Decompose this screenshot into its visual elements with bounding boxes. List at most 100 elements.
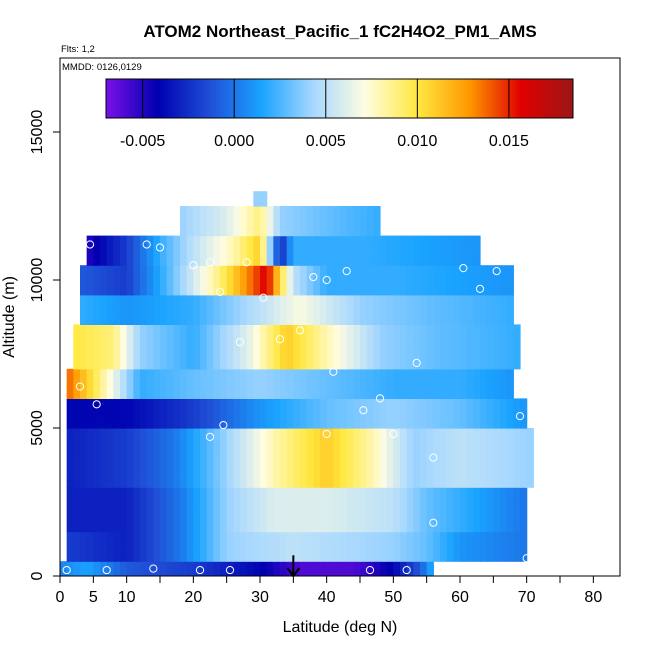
- heatmap-cell: [186, 250, 194, 259]
- heatmap-cell: [460, 398, 468, 407]
- heatmap-cell: [386, 302, 394, 311]
- heatmap-cell: [366, 539, 374, 547]
- heatmap-cell: [246, 250, 254, 259]
- observation-point: [205, 432, 215, 441]
- heatmap-cell: [453, 302, 461, 311]
- heatmap-cell: [173, 428, 181, 436]
- heatmap-cell: [506, 531, 514, 540]
- heatmap-cell: [140, 531, 148, 540]
- heatmap-cell: [206, 302, 214, 311]
- heatmap-cell: [240, 457, 248, 466]
- heatmap-cell: [160, 428, 168, 436]
- heatmap-cell: [113, 391, 121, 399]
- heatmap-cell: [280, 383, 288, 392]
- heatmap-cell: [186, 354, 194, 362]
- heatmap-cell: [160, 302, 168, 311]
- heatmap-cell: [366, 213, 374, 222]
- heatmap-cell: [360, 561, 368, 570]
- heatmap-cell: [200, 516, 208, 525]
- heatmap-cell: [213, 539, 221, 547]
- heatmap-cell: [300, 317, 308, 325]
- heatmap-cell: [440, 250, 448, 259]
- heatmap-cell: [413, 546, 421, 555]
- heatmap-cell: [253, 391, 261, 399]
- heatmap-cell: [126, 265, 134, 274]
- heatmap-cell: [200, 391, 208, 399]
- heatmap-cell: [286, 553, 294, 562]
- heatmap-cell: [166, 368, 174, 377]
- heatmap-cell: [100, 413, 108, 422]
- heatmap-cell: [186, 479, 194, 488]
- heatmap-cell: [420, 494, 428, 503]
- heatmap-cell: [73, 568, 81, 576]
- heatmap-cell: [506, 317, 514, 325]
- heatmap-cell: [120, 391, 128, 399]
- heatmap-cell: [400, 243, 408, 251]
- heatmap-cell: [226, 250, 234, 259]
- heatmap-cell: [100, 368, 108, 377]
- heatmap-cell: [346, 287, 354, 296]
- heatmap-cell: [446, 354, 454, 362]
- heatmap-cell: [286, 331, 294, 340]
- heatmap-cell: [353, 509, 361, 518]
- heatmap-cell: [346, 368, 354, 377]
- heatmap-cell: [133, 465, 141, 473]
- heatmap-cell: [93, 524, 101, 533]
- heatmap-cell: [453, 479, 461, 488]
- heatmap-cell: [273, 435, 281, 444]
- heatmap-cell: [86, 457, 94, 466]
- heatmap-cell: [473, 457, 481, 466]
- heatmap-cell: [273, 524, 281, 533]
- heatmap-cell: [266, 405, 274, 414]
- heatmap-cell: [406, 435, 414, 444]
- heatmap-cell: [486, 405, 494, 414]
- heatmap-cell: [426, 309, 434, 318]
- heatmap-cell: [340, 220, 348, 229]
- heatmap-cell: [133, 235, 141, 244]
- heatmap-cell: [446, 280, 454, 288]
- heatmap-cell: [200, 428, 208, 436]
- heatmap-cell: [486, 354, 494, 362]
- heatmap-cell: [153, 465, 161, 473]
- heatmap-cell: [333, 257, 341, 266]
- heatmap-cell: [506, 368, 514, 377]
- heatmap-cell: [106, 250, 114, 259]
- heatmap-cell: [206, 413, 214, 422]
- heatmap-cell: [366, 228, 374, 237]
- heatmap-cell: [160, 287, 168, 296]
- heatmap-cell: [73, 516, 81, 525]
- heatmap-cell: [300, 376, 308, 385]
- heatmap-cell: [313, 391, 321, 399]
- heatmap-cell: [380, 287, 388, 296]
- heatmap-cell: [120, 546, 128, 555]
- heatmap-cell: [466, 494, 474, 503]
- heatmap-cell: [393, 539, 401, 547]
- heatmap-cell: [440, 531, 448, 540]
- heatmap-cell: [286, 339, 294, 348]
- heatmap-cell: [146, 420, 154, 429]
- heatmap-cell: [180, 509, 188, 518]
- heatmap-cell: [433, 368, 441, 377]
- heatmap-cell: [313, 317, 321, 325]
- heatmap-cell: [220, 442, 228, 451]
- heatmap-cell: [333, 516, 341, 525]
- heatmap-cell: [80, 450, 88, 459]
- heatmap-cell: [113, 331, 121, 340]
- heatmap-cell: [300, 280, 308, 288]
- heatmap-cell: [306, 317, 314, 325]
- heatmap-cell: [346, 376, 354, 385]
- heatmap-cell: [433, 428, 441, 436]
- heatmap-cell: [266, 287, 274, 296]
- heatmap-cell: [440, 516, 448, 525]
- heatmap-cell: [486, 272, 494, 281]
- heatmap-cell: [166, 516, 174, 525]
- heatmap-cell: [353, 531, 361, 540]
- heatmap-cell: [400, 442, 408, 451]
- heatmap-cell: [393, 546, 401, 555]
- heatmap-cell: [220, 546, 228, 555]
- heatmap-cell: [473, 487, 481, 496]
- heatmap-cell: [300, 250, 308, 259]
- heatmap-cell: [80, 539, 88, 547]
- heatmap-cell: [526, 479, 534, 488]
- heatmap-cell: [366, 405, 374, 414]
